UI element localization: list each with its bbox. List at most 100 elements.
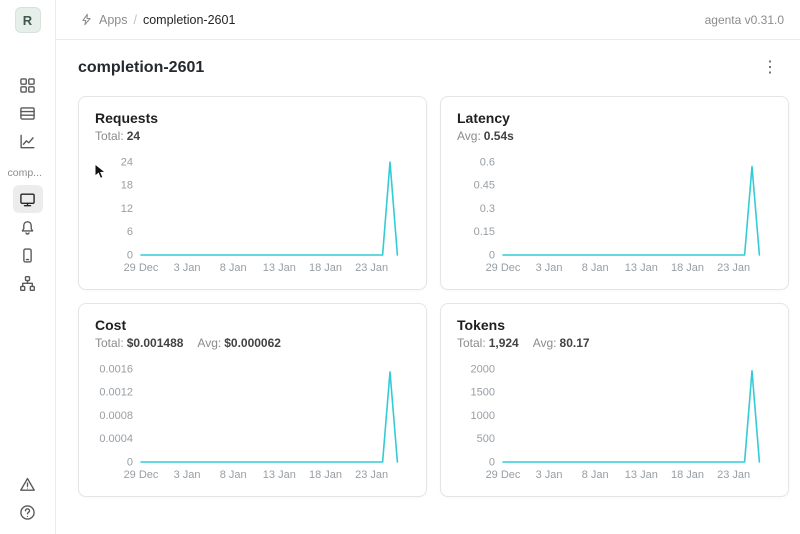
svg-text:6: 6: [127, 226, 133, 238]
svg-text:0.0016: 0.0016: [99, 364, 133, 376]
svg-text:1000: 1000: [471, 410, 495, 422]
card-stats: Avg: 0.54s: [457, 129, 772, 143]
svg-text:18 Jan: 18 Jan: [671, 262, 704, 274]
top-bar: Apps / completion-2601 agenta v0.31.0: [56, 0, 800, 40]
svg-text:500: 500: [477, 433, 495, 445]
svg-text:0.45: 0.45: [474, 180, 495, 192]
svg-text:24: 24: [121, 157, 133, 169]
lightning-icon: [82, 13, 91, 26]
svg-text:29 Dec: 29 Dec: [124, 469, 159, 481]
dashboard-cards: Requests Total: 24 0 6 12 18 24 29 Dec 3 Jan 8 J…: [78, 96, 789, 497]
svg-text:13 Jan: 13 Jan: [625, 262, 658, 274]
svg-text:0: 0: [127, 250, 133, 262]
svg-text:12: 12: [121, 203, 133, 215]
sidebar-item-deployments[interactable]: [13, 241, 43, 269]
breadcrumb-separator: /: [133, 12, 137, 27]
svg-text:1500: 1500: [471, 387, 495, 399]
svg-text:0: 0: [127, 457, 133, 469]
svg-text:23 Jan: 23 Jan: [717, 469, 750, 481]
page-title: completion-2601: [78, 59, 205, 76]
svg-text:23 Jan: 23 Jan: [355, 262, 388, 274]
svg-text:18 Jan: 18 Jan: [309, 262, 342, 274]
svg-text:0.0012: 0.0012: [99, 387, 133, 399]
svg-text:18: 18: [121, 180, 133, 192]
stat-total: Total: 24: [95, 129, 141, 143]
question-circle-icon: [20, 504, 35, 520]
svg-text:0: 0: [489, 457, 495, 469]
sidebar-item-observability[interactable]: [13, 269, 43, 297]
sidebar-item-help[interactable]: [13, 498, 43, 526]
requests-card: Requests Total: 24 0 6 12 18 24 29 Dec 3 Jan 8 J…: [78, 96, 427, 290]
requests-chart: 0 6 12 18 24 29 Dec 3 Jan 8 Jan 13 Jan 18 Jan 23 J…: [95, 147, 410, 275]
stat-total: Total: 1,924: [457, 336, 519, 350]
page-header: completion-2601 ⋮: [78, 58, 784, 78]
svg-text:29 Dec: 29 Dec: [486, 262, 521, 274]
breadcrumb-current: completion-2601: [142, 12, 236, 27]
cost-card: Cost Total: $0.001488 Avg: $0.000062 0 0.00…: [78, 303, 427, 497]
sidebar-item-registry[interactable]: [13, 99, 43, 127]
version-label: agenta v0.31.0: [704, 12, 784, 27]
svg-text:0.15: 0.15: [474, 226, 495, 238]
svg-text:8 Jan: 8 Jan: [220, 469, 247, 481]
main-content: completion-2601 ⋮ Requests Total: 24 0 6 12…: [56, 40, 800, 534]
card-stats: Total: $0.001488 Avg: $0.000062: [95, 336, 410, 350]
sidebar-app-nav: [12, 185, 43, 297]
sidebar: R comp...: [0, 0, 56, 534]
sidebar-bottom-nav: [13, 470, 43, 526]
svg-text:29 Dec: 29 Dec: [486, 469, 521, 481]
stat-avg: Avg: $0.000062: [197, 336, 281, 350]
monitor-icon: [20, 192, 35, 206]
cost-chart: 0 0.0004 0.0008 0.0012 0.0016 29 Dec 3 Jan 8 Ja…: [95, 354, 410, 482]
svg-text:0: 0: [489, 250, 495, 262]
chart-trend-icon: [20, 134, 35, 148]
sidebar-item-alerts[interactable]: [13, 470, 43, 498]
breadcrumb-apps-link[interactable]: Apps: [99, 12, 128, 27]
kebab-menu-icon[interactable]: ⋮: [756, 58, 784, 78]
svg-text:0.0004: 0.0004: [99, 433, 133, 445]
svg-text:0.6: 0.6: [480, 157, 495, 169]
stat-avg: Avg: 0.54s: [457, 129, 514, 143]
table-list-icon: [20, 106, 35, 120]
svg-text:13 Jan: 13 Jan: [263, 469, 296, 481]
stat-total: Total: $0.001488: [95, 336, 184, 350]
svg-text:8 Jan: 8 Jan: [220, 262, 247, 274]
sidebar-top-nav: [13, 71, 43, 155]
sidebar-item-overview[interactable]: [12, 185, 43, 213]
card-title: Requests: [95, 110, 159, 126]
svg-text:3 Jan: 3 Jan: [536, 469, 563, 481]
svg-text:3 Jan: 3 Jan: [174, 469, 201, 481]
squares-grid-icon: [20, 77, 35, 93]
sidebar-item-notifications[interactable]: [13, 213, 43, 241]
tokens-chart: 0 500 1000 1500 2000 29 Dec 3 Jan 8 Jan 13 Jan 18…: [457, 354, 772, 482]
svg-text:8 Jan: 8 Jan: [582, 469, 609, 481]
svg-text:13 Jan: 13 Jan: [263, 262, 296, 274]
main-column: Apps / completion-2601 agenta v0.31.0 co…: [56, 0, 800, 534]
svg-text:29 Dec: 29 Dec: [124, 262, 159, 274]
tokens-card: Tokens Total: 1,924 Avg: 80.17 0 500 1000 150…: [440, 303, 789, 497]
phone-icon: [23, 247, 32, 263]
workspace-avatar[interactable]: R: [14, 7, 41, 33]
sidebar-app-label: comp...: [7, 167, 42, 179]
alert-triangle-icon: [20, 477, 35, 491]
svg-text:23 Jan: 23 Jan: [717, 262, 750, 274]
svg-text:13 Jan: 13 Jan: [625, 469, 658, 481]
svg-text:8 Jan: 8 Jan: [582, 262, 609, 274]
tree-icon: [20, 275, 35, 291]
svg-text:2000: 2000: [471, 364, 495, 376]
card-title: Cost: [95, 317, 127, 333]
svg-text:18 Jan: 18 Jan: [309, 469, 342, 481]
svg-text:0.3: 0.3: [480, 203, 495, 215]
svg-text:3 Jan: 3 Jan: [536, 262, 563, 274]
card-stats: Total: 24: [95, 129, 410, 143]
card-title: Latency: [457, 110, 510, 126]
svg-text:23 Jan: 23 Jan: [355, 469, 388, 481]
latency-card: Latency Avg: 0.54s 0 0.15 0.3 0.45 0.6 29 Dec 3…: [440, 96, 789, 290]
latency-chart: 0 0.15 0.3 0.45 0.6 29 Dec 3 Jan 8 Jan 13 Jan 18 …: [457, 147, 772, 275]
stat-avg: Avg: 80.17: [532, 336, 590, 350]
breadcrumb: Apps / completion-2601: [80, 13, 235, 27]
sidebar-item-apps[interactable]: [13, 71, 43, 99]
svg-text:0.0008: 0.0008: [99, 410, 133, 422]
card-stats: Total: 1,924 Avg: 80.17: [457, 336, 772, 350]
sidebar-item-evaluations[interactable]: [13, 127, 43, 155]
